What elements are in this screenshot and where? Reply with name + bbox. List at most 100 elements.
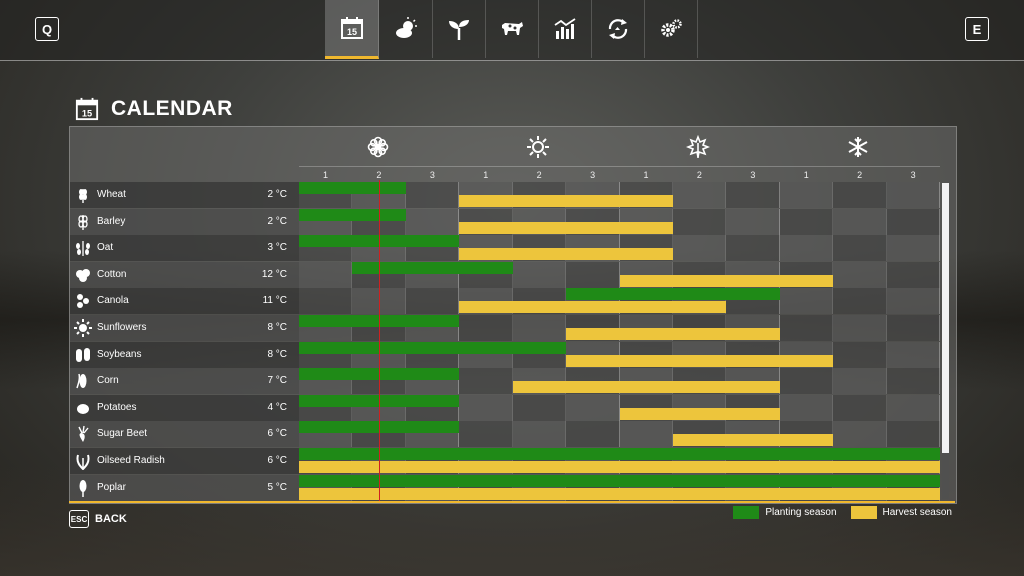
period-cell bbox=[886, 182, 941, 208]
top-menu-bar: Q 15 E bbox=[0, 0, 1024, 61]
scrollbar[interactable] bbox=[942, 183, 949, 499]
period-cell bbox=[779, 208, 834, 235]
tab-settings[interactable] bbox=[644, 0, 698, 58]
crop-temperature: 6 °C bbox=[267, 428, 287, 440]
current-period-marker bbox=[379, 180, 381, 501]
crop-name: Barley bbox=[97, 215, 126, 227]
autumn-leaf-icon bbox=[685, 134, 711, 158]
tab-finances[interactable] bbox=[591, 0, 645, 58]
tab-animals[interactable] bbox=[485, 0, 539, 58]
period-cell bbox=[779, 288, 834, 315]
crop-temperature: 12 °C bbox=[261, 268, 287, 280]
period-cell bbox=[672, 182, 727, 208]
crop-name: Corn bbox=[97, 375, 119, 387]
period-cell bbox=[566, 421, 620, 448]
page-header: 15 CALENDAR bbox=[75, 97, 233, 121]
crop-period-cells bbox=[299, 235, 941, 262]
legend: Planting season Harvest season bbox=[719, 506, 952, 519]
period-label: 2 bbox=[696, 170, 702, 180]
prev-tab-key-q[interactable]: Q bbox=[35, 17, 59, 41]
period-label: 1 bbox=[803, 170, 809, 180]
crop-period-cells bbox=[299, 368, 941, 395]
calendar-icon: 15 bbox=[340, 17, 363, 39]
planting-season-bar bbox=[352, 261, 513, 274]
period-cell bbox=[833, 341, 887, 368]
period-cell bbox=[512, 261, 567, 288]
planting-season-bar bbox=[299, 182, 406, 194]
winter-snowflake-icon bbox=[848, 137, 868, 157]
back-label: BACK bbox=[95, 513, 127, 525]
summer-sun-icon bbox=[527, 136, 549, 158]
crop-row: Oat 3 °C bbox=[70, 235, 941, 262]
crop-row-label: Soybeans 8 °C bbox=[70, 341, 299, 368]
period-cell bbox=[886, 261, 941, 288]
period-header-divider bbox=[299, 166, 940, 167]
sprout-icon bbox=[448, 20, 469, 40]
planting-season-bar bbox=[299, 341, 567, 354]
crop-temperature: 6 °C bbox=[267, 455, 287, 466]
cotton-icon bbox=[76, 268, 90, 282]
tab-weather[interactable] bbox=[379, 0, 433, 58]
crop-row-label: Wheat 2 °C bbox=[70, 182, 299, 208]
period-cell bbox=[833, 394, 887, 421]
period-cell bbox=[779, 368, 834, 395]
period-cell bbox=[779, 182, 834, 208]
crop-row-label: Poplar 5 °C bbox=[70, 474, 299, 501]
tab-crops[interactable] bbox=[432, 0, 486, 58]
barley-icon bbox=[78, 214, 88, 230]
planting-season-bar bbox=[299, 208, 406, 221]
crop-name: Oat bbox=[97, 242, 114, 254]
season-summer bbox=[526, 135, 550, 159]
stats-chart-icon bbox=[554, 18, 575, 39]
crop-period-cells bbox=[299, 421, 941, 448]
crop-row: Potatoes 4 °C bbox=[70, 394, 941, 421]
period-label: 3 bbox=[750, 170, 756, 180]
next-tab-key-e[interactable]: E bbox=[965, 17, 989, 41]
crop-name: Oilseed Radish bbox=[97, 455, 165, 466]
crop-temperature: 8 °C bbox=[267, 348, 287, 360]
period-label: 1 bbox=[483, 170, 489, 180]
planting-season-bar bbox=[566, 288, 780, 301]
period-label: 3 bbox=[429, 170, 435, 180]
crop-name: Potatoes bbox=[97, 401, 137, 413]
period-cell bbox=[833, 235, 887, 262]
period-cell bbox=[512, 421, 567, 448]
season-winter bbox=[846, 135, 870, 159]
period-cell bbox=[672, 235, 727, 262]
period-label: 3 bbox=[910, 170, 916, 180]
tab-calendar[interactable]: 15 bbox=[325, 0, 379, 59]
crop-name: Sugar Beet bbox=[97, 428, 148, 440]
period-cell bbox=[299, 288, 353, 315]
period-cell bbox=[405, 182, 460, 208]
period-cell bbox=[886, 315, 941, 341]
planting-swatch bbox=[733, 506, 760, 519]
period-cell bbox=[833, 421, 887, 448]
harvest-season-bar bbox=[459, 301, 727, 314]
crop-temperature: 5 °C bbox=[267, 481, 287, 493]
crop-row-label: Potatoes 4 °C bbox=[70, 394, 299, 421]
period-cell bbox=[459, 394, 513, 421]
harvest-season-bar bbox=[672, 434, 834, 447]
tab-statistics[interactable] bbox=[538, 0, 592, 58]
period-cell bbox=[405, 288, 460, 315]
back-button[interactable]: ESC BACK bbox=[69, 510, 127, 528]
crop-name: Poplar bbox=[97, 481, 126, 493]
crop-temperature: 4 °C bbox=[267, 401, 287, 413]
crop-row: Soybeans 8 °C bbox=[70, 341, 941, 368]
crop-temperature: 11 °C bbox=[262, 295, 287, 307]
legend-harvest: Harvest season bbox=[850, 506, 952, 519]
corn-icon bbox=[76, 374, 87, 389]
crop-name: Canola bbox=[97, 295, 129, 307]
crop-period-cells bbox=[299, 208, 941, 235]
wheat-icon bbox=[79, 189, 87, 203]
period-cell bbox=[566, 394, 620, 421]
soybean-icon bbox=[76, 347, 90, 362]
scrollbar-thumb[interactable] bbox=[942, 183, 949, 453]
crop-period-cells bbox=[299, 288, 941, 315]
crop-period-cells bbox=[299, 341, 941, 368]
crop-row-label: Cotton 12 °C bbox=[70, 261, 299, 288]
crop-period-cells bbox=[299, 448, 941, 474]
period-cell bbox=[512, 394, 567, 421]
period-label: 2 bbox=[376, 170, 382, 180]
period-label: 2 bbox=[857, 170, 863, 180]
